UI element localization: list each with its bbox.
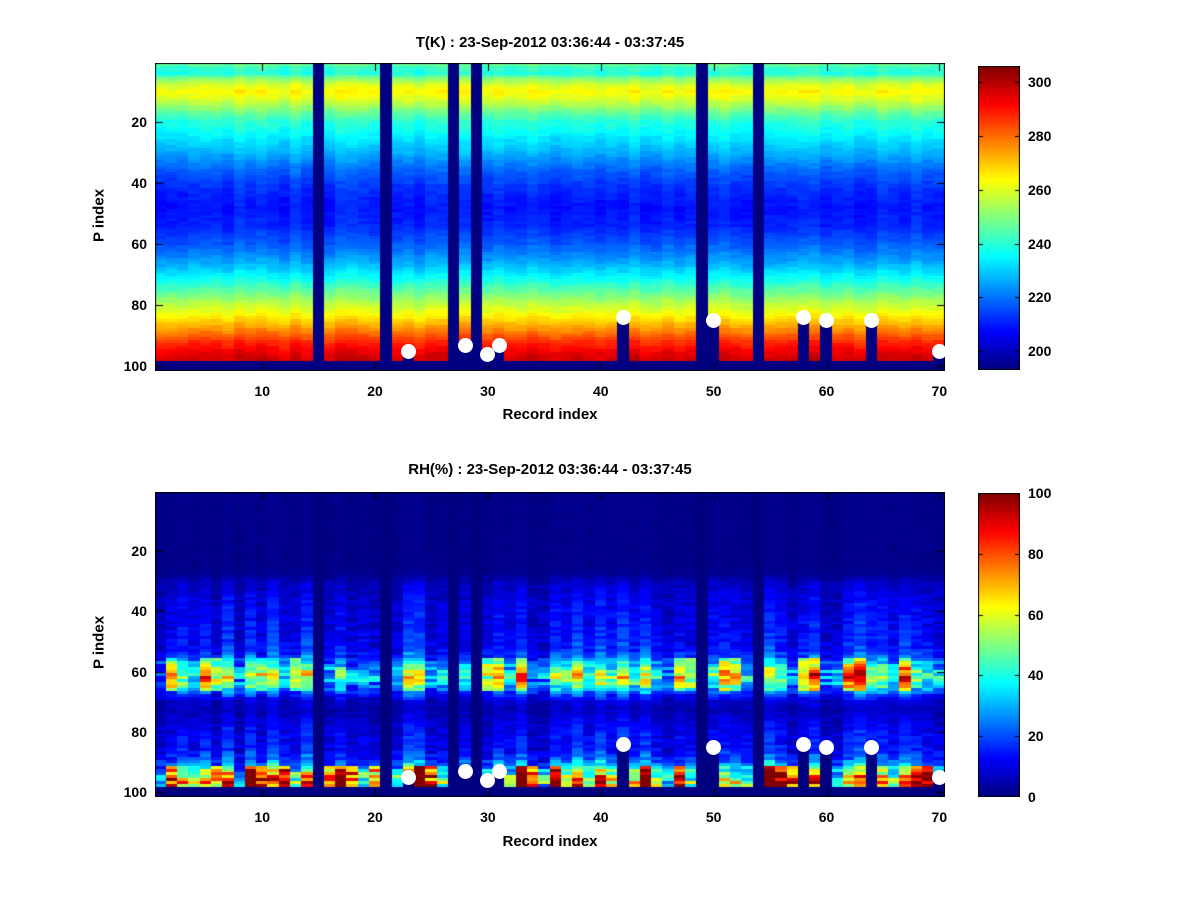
humidity-title: RH(%) : 23-Sep-2012 03:36:44 - 03:37:45 (408, 461, 692, 478)
y-tick-label: 20 (131, 114, 147, 131)
x-tick-label: 70 (931, 809, 948, 825)
data-marker-dot (457, 337, 473, 353)
colorbar-tick-label: 20 (1028, 728, 1044, 745)
x-tick-label: 50 (705, 383, 722, 399)
colorbar-tick-label: 40 (1028, 667, 1044, 684)
data-marker-dot (457, 763, 473, 779)
colorbar-tick-label: 260 (1028, 181, 1052, 198)
x-tick-label: 40 (592, 383, 609, 399)
y-tick-label: 80 (131, 724, 147, 741)
y-tick-label: 20 (131, 542, 147, 559)
data-marker-dot (864, 313, 880, 329)
temperature-y-axis-label: P index (90, 188, 108, 243)
x-tick-label: 20 (367, 809, 383, 825)
y-tick-label: 40 (131, 603, 147, 620)
data-marker-dot (480, 346, 496, 362)
colorbar-tick-label: 200 (1028, 343, 1052, 360)
data-marker-dot (796, 310, 812, 326)
x-tick-label: 30 (480, 809, 496, 825)
data-marker-dot (615, 736, 631, 752)
colorbar-tick-label: 0 (1028, 789, 1036, 805)
data-marker-dot (706, 739, 722, 755)
data-marker-dot (491, 337, 507, 353)
data-marker-dot (491, 763, 507, 779)
colorbar-tick-label: 60 (1028, 606, 1044, 623)
data-marker-dot (819, 313, 834, 329)
data-marker-dot (819, 739, 834, 755)
y-tick-label: 60 (131, 663, 147, 680)
x-tick-label: 60 (818, 809, 835, 825)
x-tick-label: 70 (931, 383, 948, 399)
colorbar-tick-label: 300 (1028, 74, 1052, 91)
humidity-x-axis-label: Record index (502, 833, 598, 850)
x-tick-label: 40 (592, 809, 609, 825)
colorbar-tick-label: 100 (1028, 485, 1052, 501)
y-tick-label: 100 (123, 358, 147, 375)
data-marker-dot (796, 736, 812, 752)
y-tick-label: 60 (131, 236, 147, 253)
humidity-heatmap (155, 492, 945, 797)
data-marker-dot (401, 769, 417, 785)
data-marker-dot (706, 313, 722, 329)
x-tick-label: 10 (254, 383, 270, 399)
data-marker-dot (615, 310, 631, 326)
colorbar-tick-label: 220 (1028, 289, 1052, 306)
x-tick-label: 20 (367, 383, 383, 399)
humidity-colorbar (978, 493, 1020, 797)
data-marker-dot (931, 343, 947, 359)
temperature-title: T(K) : 23-Sep-2012 03:36:44 - 03:37:45 (415, 34, 685, 51)
x-tick-label: 30 (480, 383, 496, 399)
temperature-heatmap (155, 63, 945, 371)
colorbar-tick-label: 240 (1028, 235, 1052, 252)
y-tick-label: 100 (123, 784, 147, 801)
colorbar-tick-label: 280 (1028, 127, 1052, 144)
data-marker-dot (401, 343, 417, 359)
data-marker-dot (931, 769, 947, 785)
x-tick-label: 60 (818, 383, 835, 399)
temperature-x-axis-label: Record index (502, 406, 598, 423)
y-tick-label: 40 (131, 175, 147, 192)
x-tick-label: 10 (254, 809, 270, 825)
data-marker-dot (480, 772, 496, 788)
temperature-colorbar (978, 66, 1020, 370)
colorbar-tick-label: 80 (1028, 545, 1044, 562)
x-tick-label: 50 (705, 809, 722, 825)
humidity-y-axis-label: P index (90, 615, 108, 670)
data-marker-dot (864, 739, 880, 755)
y-tick-label: 80 (131, 297, 147, 314)
